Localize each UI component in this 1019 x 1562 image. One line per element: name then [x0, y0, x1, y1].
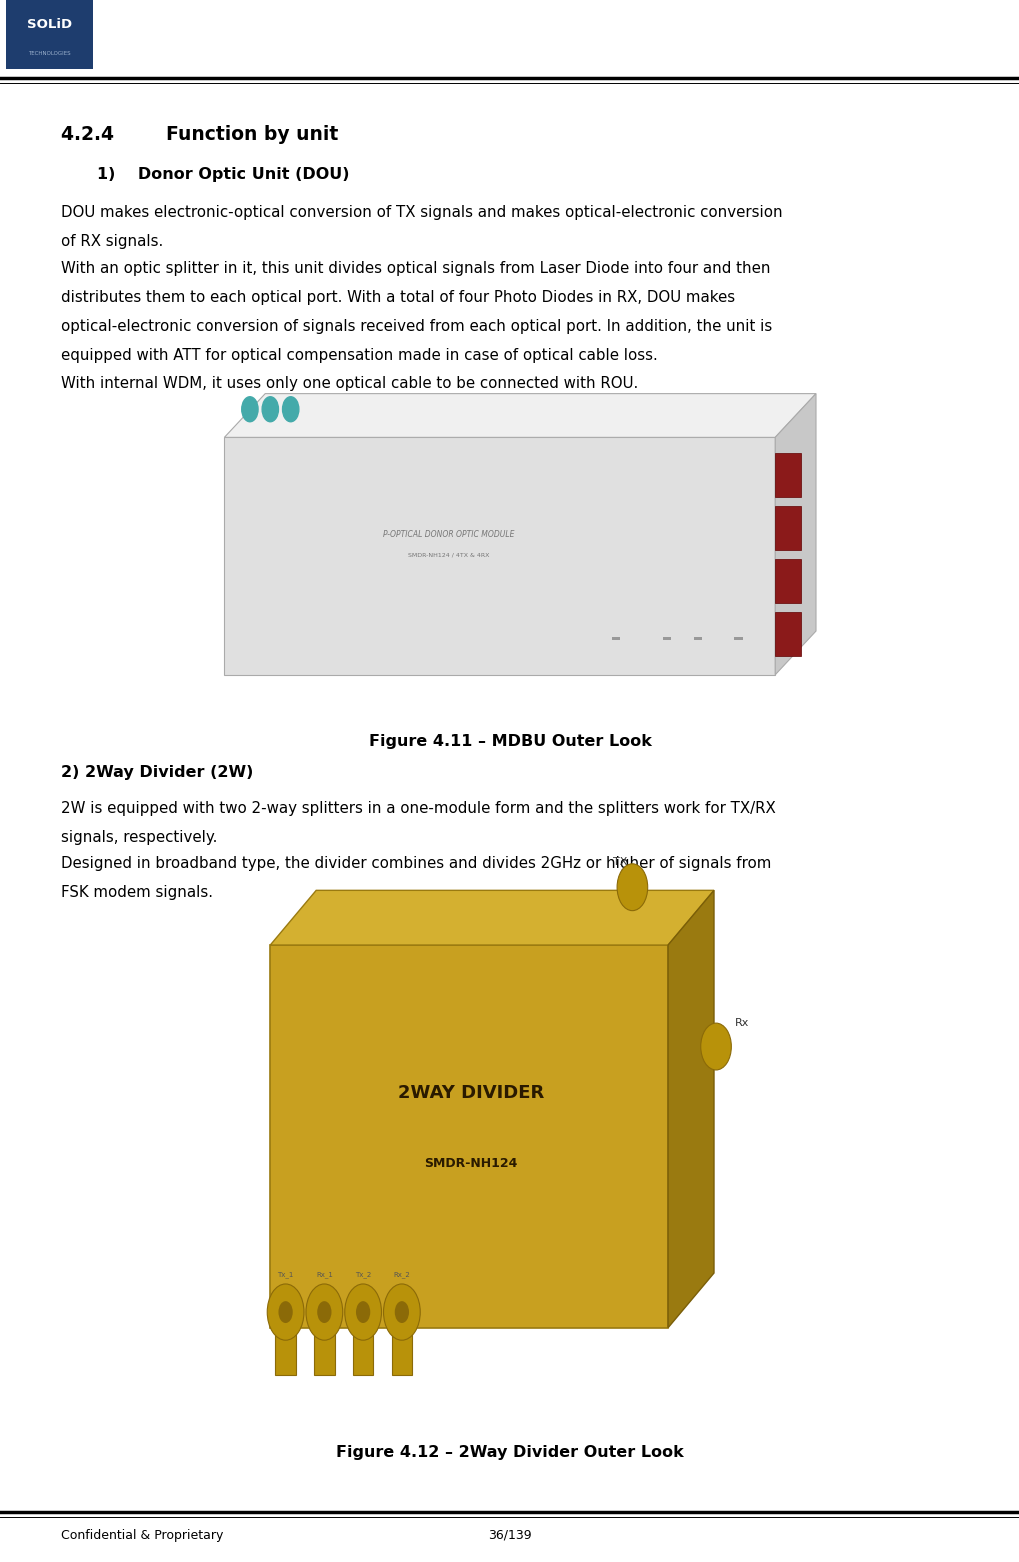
Bar	[774, 612, 800, 656]
Text: 4.2.4        Function by unit: 4.2.4 Function by unit	[61, 125, 338, 144]
Text: Confidential & Proprietary: Confidential & Proprietary	[61, 1529, 223, 1542]
Text: Figure 4.11 – MDBU Outer Look: Figure 4.11 – MDBU Outer Look	[368, 734, 651, 750]
Text: Rx: Rx	[734, 1018, 748, 1028]
Circle shape	[394, 1301, 409, 1323]
Polygon shape	[667, 890, 713, 1328]
Circle shape	[278, 1301, 292, 1323]
Circle shape	[616, 864, 647, 911]
Text: equipped with ATT for optical compensation made in case of optical cable loss.: equipped with ATT for optical compensati…	[61, 347, 657, 362]
Text: 36/139: 36/139	[488, 1529, 531, 1542]
Text: TECHNOLOGIES: TECHNOLOGIES	[29, 52, 70, 56]
Text: SOLiD: SOLiD	[26, 17, 72, 31]
Text: 2WAY DIVIDER: 2WAY DIVIDER	[397, 1084, 544, 1103]
Bar	[270, 945, 667, 1328]
Text: P-OPTICAL DONOR OPTIC MODULE: P-OPTICAL DONOR OPTIC MODULE	[383, 530, 514, 539]
Text: 1)    Donor Optic Unit (DOU): 1) Donor Optic Unit (DOU)	[97, 167, 350, 183]
Text: DOU makes electronic-optical conversion of TX signals and makes optical-electron: DOU makes electronic-optical conversion …	[61, 205, 782, 220]
Polygon shape	[270, 890, 713, 945]
Text: 2W is equipped with two 2-way splitters in a one-module form and the splitters w: 2W is equipped with two 2-way splitters …	[61, 801, 775, 817]
Text: Tx_1: Tx_1	[277, 1271, 293, 1278]
Bar	[611, 637, 620, 640]
Circle shape	[317, 1301, 331, 1323]
Bar	[774, 506, 800, 550]
Text: SMDR-NH124: SMDR-NH124	[424, 1157, 518, 1170]
Bar	[693, 637, 701, 640]
Text: Rx_1: Rx_1	[316, 1271, 332, 1278]
Text: of RX signals.: of RX signals.	[61, 234, 163, 248]
Circle shape	[306, 1284, 342, 1340]
Text: Designed in broadband type, the divider combines and divides 2GHz or higher of s: Designed in broadband type, the divider …	[61, 856, 770, 872]
Text: Tx_2: Tx_2	[355, 1271, 371, 1278]
Circle shape	[282, 397, 299, 422]
Bar	[662, 637, 671, 640]
Bar	[774, 453, 800, 497]
Polygon shape	[224, 394, 815, 437]
Bar	[314, 1312, 334, 1375]
Circle shape	[700, 1023, 731, 1070]
Text: With an optic splitter in it, this unit divides optical signals from Laser Diode: With an optic splitter in it, this unit …	[61, 261, 770, 276]
Circle shape	[344, 1284, 381, 1340]
Circle shape	[356, 1301, 370, 1323]
Bar	[774, 559, 800, 603]
Text: distributes them to each optical port. With a total of four Photo Diodes in RX, : distributes them to each optical port. W…	[61, 291, 735, 305]
Text: FSK modem signals.: FSK modem signals.	[61, 884, 213, 900]
Text: With internal WDM, it uses only one optical cable to be connected with ROU.: With internal WDM, it uses only one opti…	[61, 376, 638, 392]
Text: 2) 2Way Divider (2W): 2) 2Way Divider (2W)	[61, 765, 254, 781]
Text: TX: TX	[612, 858, 627, 867]
Bar	[6, 0, 93, 69]
Circle shape	[262, 397, 278, 422]
Bar	[734, 637, 742, 640]
Bar	[353, 1312, 373, 1375]
Circle shape	[383, 1284, 420, 1340]
Text: signals, respectively.: signals, respectively.	[61, 831, 217, 845]
Text: Rx_2: Rx_2	[393, 1271, 410, 1278]
Polygon shape	[224, 437, 774, 675]
Circle shape	[242, 397, 258, 422]
Bar	[275, 1312, 296, 1375]
Polygon shape	[774, 394, 815, 675]
Text: Figure 4.12 – 2Way Divider Outer Look: Figure 4.12 – 2Way Divider Outer Look	[336, 1445, 683, 1460]
Circle shape	[267, 1284, 304, 1340]
Text: SMDR-NH124 / 4TX & 4RX: SMDR-NH124 / 4TX & 4RX	[408, 551, 489, 558]
Bar	[391, 1312, 412, 1375]
Text: optical-electronic conversion of signals received from each optical port. In add: optical-electronic conversion of signals…	[61, 319, 771, 334]
